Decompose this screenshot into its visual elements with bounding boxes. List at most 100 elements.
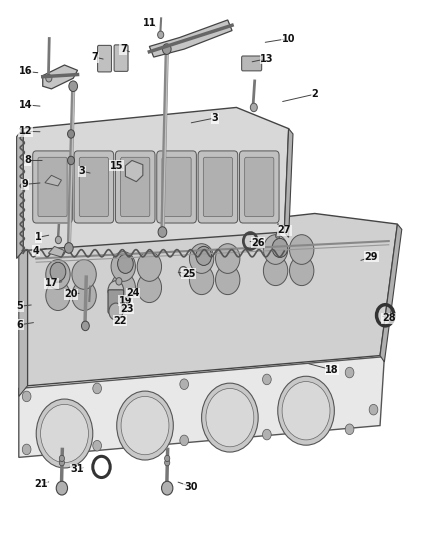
Circle shape (56, 481, 67, 495)
Text: 21: 21 (34, 479, 47, 489)
Circle shape (22, 391, 31, 402)
FancyBboxPatch shape (74, 151, 114, 223)
Circle shape (36, 399, 93, 468)
Text: 27: 27 (278, 225, 291, 236)
Circle shape (64, 243, 73, 253)
Circle shape (109, 303, 123, 320)
Circle shape (137, 273, 162, 303)
Text: 3: 3 (211, 113, 218, 123)
Circle shape (251, 103, 257, 112)
Circle shape (196, 246, 212, 265)
Circle shape (111, 273, 135, 303)
FancyBboxPatch shape (198, 151, 238, 223)
Polygon shape (45, 175, 61, 186)
Circle shape (67, 156, 74, 165)
FancyBboxPatch shape (33, 151, 72, 223)
Text: 4: 4 (33, 246, 39, 256)
Circle shape (46, 281, 70, 311)
Circle shape (72, 260, 96, 289)
Text: 1: 1 (35, 232, 42, 243)
Polygon shape (23, 108, 289, 251)
Circle shape (137, 252, 162, 281)
Text: 7: 7 (92, 52, 99, 62)
Text: 9: 9 (22, 179, 29, 189)
Text: 30: 30 (184, 481, 198, 491)
Circle shape (215, 265, 240, 295)
Circle shape (290, 256, 314, 286)
Polygon shape (149, 20, 232, 57)
Circle shape (263, 235, 288, 264)
Circle shape (162, 44, 171, 54)
Text: 22: 22 (113, 316, 127, 326)
FancyBboxPatch shape (79, 157, 109, 216)
FancyBboxPatch shape (240, 151, 279, 223)
Text: 3: 3 (78, 166, 85, 176)
FancyBboxPatch shape (120, 157, 150, 216)
Circle shape (162, 481, 173, 495)
Circle shape (278, 376, 334, 445)
Polygon shape (19, 245, 28, 397)
Circle shape (206, 389, 254, 447)
Circle shape (189, 265, 214, 295)
Circle shape (262, 374, 271, 385)
Text: 24: 24 (126, 288, 140, 298)
FancyBboxPatch shape (242, 56, 261, 71)
Circle shape (276, 233, 280, 238)
Circle shape (41, 405, 88, 463)
Circle shape (262, 429, 271, 440)
Circle shape (345, 424, 354, 434)
Polygon shape (284, 128, 293, 237)
Circle shape (116, 278, 122, 285)
Circle shape (180, 435, 188, 446)
Text: 12: 12 (18, 126, 32, 136)
Text: 8: 8 (24, 156, 31, 165)
Text: 10: 10 (282, 34, 295, 44)
Text: 31: 31 (71, 464, 84, 474)
Circle shape (50, 262, 66, 281)
Text: 15: 15 (110, 161, 124, 171)
FancyBboxPatch shape (108, 290, 124, 313)
Polygon shape (125, 160, 143, 182)
Circle shape (165, 455, 170, 462)
FancyBboxPatch shape (114, 45, 128, 71)
Polygon shape (48, 246, 64, 257)
Circle shape (215, 244, 240, 273)
Circle shape (22, 444, 31, 455)
Text: 5: 5 (16, 301, 23, 311)
Circle shape (93, 383, 102, 394)
Circle shape (165, 459, 170, 466)
Text: 2: 2 (311, 89, 318, 99)
Circle shape (180, 379, 188, 390)
Text: 17: 17 (45, 278, 58, 288)
Circle shape (282, 382, 330, 440)
Circle shape (345, 367, 354, 378)
FancyBboxPatch shape (162, 157, 191, 216)
Circle shape (69, 81, 78, 92)
Text: 14: 14 (18, 100, 32, 110)
Circle shape (158, 31, 164, 38)
Circle shape (179, 266, 187, 277)
Polygon shape (43, 65, 78, 89)
Circle shape (93, 440, 102, 451)
Circle shape (59, 455, 64, 462)
Circle shape (108, 281, 124, 300)
Circle shape (59, 459, 64, 466)
Circle shape (72, 281, 96, 311)
FancyBboxPatch shape (245, 157, 274, 216)
Text: 11: 11 (143, 18, 156, 28)
Text: 28: 28 (382, 313, 396, 324)
Text: 19: 19 (119, 296, 132, 306)
Circle shape (201, 383, 258, 452)
Circle shape (369, 405, 378, 415)
Circle shape (46, 75, 52, 82)
Text: 20: 20 (64, 289, 78, 299)
Circle shape (121, 397, 169, 455)
Text: 16: 16 (18, 67, 32, 76)
Text: 13: 13 (260, 54, 274, 63)
Text: 23: 23 (120, 304, 134, 314)
Circle shape (189, 244, 214, 273)
Circle shape (55, 236, 61, 244)
Text: 29: 29 (364, 252, 378, 262)
FancyBboxPatch shape (38, 157, 67, 216)
Polygon shape (17, 128, 23, 259)
